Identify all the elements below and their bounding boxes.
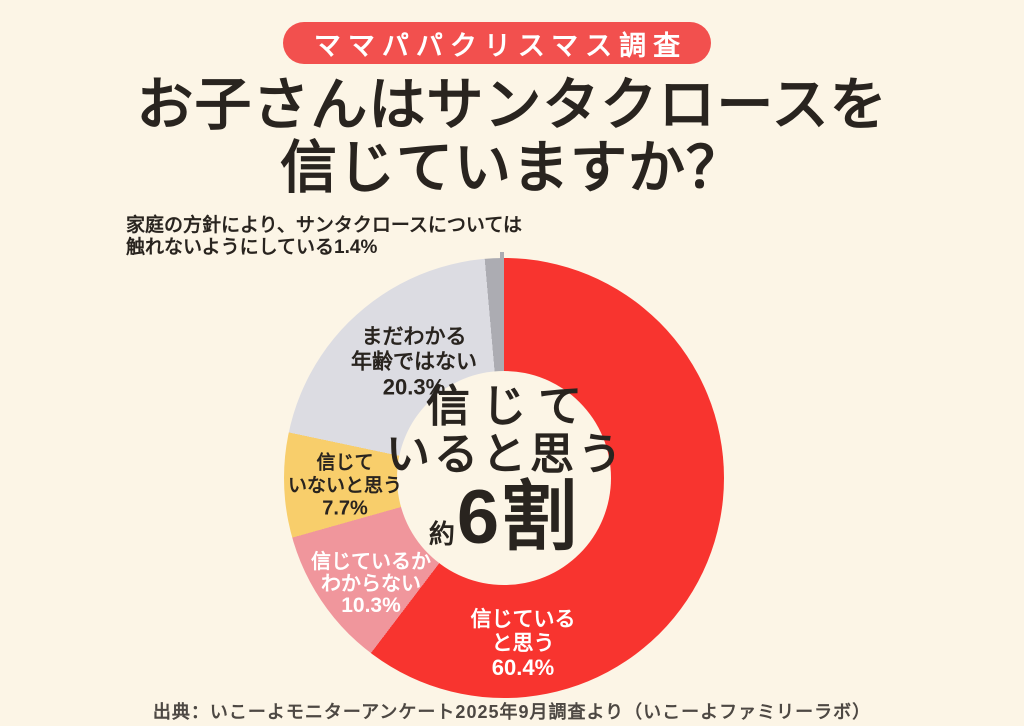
callout-annotation-line2: 触れないようにしている1.4% <box>126 237 378 258</box>
slice-label-unsure-pct: 10.3% <box>341 594 401 617</box>
source-note: 出典：いこーよモニターアンケート2025年9月調査より（いこーよファミリーラボ） <box>152 702 872 722</box>
slice-label-not-believe-line2: いないと思う <box>287 475 403 497</box>
survey-badge: ママパパクリスマス調査 <box>283 22 711 64</box>
page-title-line1: お子さんはサンタクロースを <box>136 73 888 137</box>
donut-center-line1: 信じて <box>426 382 594 431</box>
page-title: お子さんはサンタクロースを 信じていますか？ <box>0 74 1024 200</box>
slice-label-not-believe-line1: 信じて <box>316 452 374 474</box>
survey-badge-label: ママパパクリスマス調査 <box>313 30 688 61</box>
donut-center-label: 信じて いると思う 約 6割 <box>382 383 626 573</box>
slice-label-believe-line1: 信じている <box>470 608 576 631</box>
slice-label-believe-line2: と思う <box>491 632 555 655</box>
slice-label-believe-pct: 60.4% <box>491 655 555 680</box>
slice-label-unsure-line2: わからない <box>321 573 421 595</box>
page-title-line2: 信じていますか？ <box>280 136 744 200</box>
slice-label-too-young-line1: まだわかる <box>361 325 467 349</box>
slice-label-too-young: まだわかる 年齢ではない 20.3% <box>351 325 477 400</box>
donut-chart-hole <box>397 371 611 585</box>
callout-annotation-line1: 家庭の方針により、サンタクロースについては <box>126 215 522 236</box>
slice-label-unsure-line1: 信じているか <box>311 551 431 573</box>
donut-center-headline: 約 6割 <box>382 479 626 573</box>
donut-center-line2: いると思う <box>386 430 626 479</box>
slice-label-too-young-line2: 年齢ではない <box>351 350 477 374</box>
slice-label-not-believe: 信じて いないと思う 7.7% <box>288 452 402 521</box>
callout-annotation: 家庭の方針により、サンタクロースについては 触れないようにしている1.4% <box>126 215 522 259</box>
slice-label-unsure: 信じているか わからない 10.3% <box>311 551 431 617</box>
slice-label-too-young-pct: 20.3% <box>382 374 446 400</box>
donut-center-approx: 約 <box>428 519 455 549</box>
donut-center-big: 6割 <box>456 475 580 560</box>
slice-label-not-believe-pct: 7.7% <box>322 497 368 520</box>
slice-label-believe: 信じている と思う 60.4% <box>471 608 576 680</box>
